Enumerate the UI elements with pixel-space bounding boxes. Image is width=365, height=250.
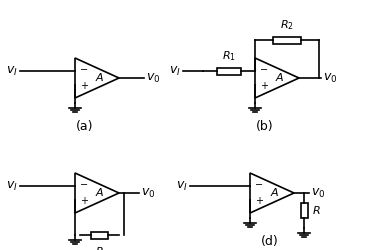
Text: A: A — [95, 73, 103, 83]
Text: $v_0$: $v_0$ — [141, 186, 155, 200]
Text: −: − — [260, 65, 268, 75]
Text: −: − — [255, 180, 263, 190]
Bar — [300, 202, 307, 218]
Text: A: A — [275, 73, 283, 83]
Text: $v_I$: $v_I$ — [6, 180, 18, 193]
Text: −: − — [80, 65, 88, 75]
Text: $v_I$: $v_I$ — [176, 180, 188, 193]
Text: $v_0$: $v_0$ — [146, 72, 160, 85]
Text: +: + — [80, 81, 88, 91]
Text: +: + — [255, 196, 263, 206]
Text: +: + — [80, 196, 88, 206]
Text: −: − — [80, 180, 88, 190]
Text: $v_I$: $v_I$ — [169, 65, 181, 78]
Bar — [273, 36, 301, 44]
Text: A: A — [270, 188, 278, 198]
Bar — [91, 232, 108, 238]
Text: $R$: $R$ — [312, 204, 321, 216]
Text: A: A — [95, 188, 103, 198]
Text: $v_0$: $v_0$ — [323, 72, 337, 85]
Text: (b): (b) — [256, 120, 274, 133]
Text: $R$: $R$ — [95, 245, 104, 250]
Text: $v_0$: $v_0$ — [311, 186, 325, 200]
Bar — [217, 68, 241, 75]
Text: +: + — [260, 81, 268, 91]
Text: $v_I$: $v_I$ — [6, 65, 18, 78]
Text: $R_2$: $R_2$ — [280, 18, 294, 32]
Text: $R_1$: $R_1$ — [222, 50, 236, 63]
Text: (d): (d) — [261, 235, 279, 248]
Text: (a): (a) — [76, 120, 94, 133]
